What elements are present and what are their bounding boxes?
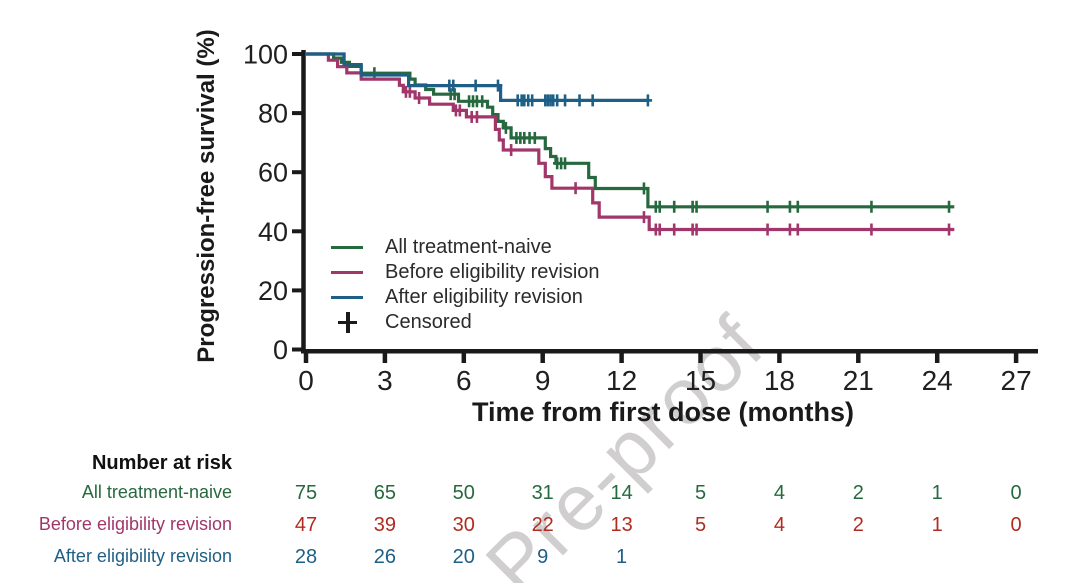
risk-cell: 5 [694,482,707,504]
legend-line-swatch [330,260,364,285]
risk-cell: 20 [452,546,475,568]
risk-cell: 9 [537,546,549,568]
legend-line-swatch [330,235,364,260]
legend-label: All treatment-naive [385,236,552,258]
risk-cell: 28 [294,546,318,568]
risk-cell: 5 [694,514,707,536]
x-tick-label: 24 [922,365,953,396]
risk-cell: 1 [931,482,943,504]
risk-table-title: Number at risk [91,452,232,474]
legend-item-after-eligibility-revision: After eligibility revision [330,285,583,310]
legend-line [331,271,363,275]
x-tick-label: 27 [1001,365,1032,396]
risk-cell: 50 [452,482,475,504]
risk-cell: 22 [531,514,554,536]
risk-cell: 4 [773,514,785,536]
risk-row-label-after-eligibility-revision: After eligibility revision [53,546,232,566]
risk-cell: 0 [1010,514,1022,536]
x-tick-label: 12 [606,365,637,396]
km-curve-after-eligibility-revision [306,52,650,102]
risk-cell: 47 [294,514,318,536]
y-tick-label: 40 [258,217,288,247]
risk-cell: 4 [773,482,785,504]
risk-cell: 2 [852,514,864,536]
x-tick-label: 18 [764,365,795,396]
risk-cell: 14 [610,482,633,504]
legend-line [331,246,363,250]
risk-row-label-all-treatment-naive: All treatment-naive [81,482,232,502]
risk-cell: 31 [531,482,554,504]
legend-item-all-treatment-naive: All treatment-naive [330,235,552,260]
legend-label: Censored [385,311,472,333]
legend-label: After eligibility revision [385,286,583,308]
legend-line-swatch [330,285,364,310]
legend-line [331,296,363,300]
risk-cell: 1 [616,546,628,568]
plus-icon [330,310,364,335]
risk-cell: 26 [373,546,397,568]
y-tick-label: 100 [243,40,288,70]
risk-cell: 2 [852,482,864,504]
risk-cell: 0 [1010,482,1022,504]
x-tick-label: 0 [298,365,314,396]
legend-item-censored: Censored [330,310,472,335]
y-tick-label: 0 [273,335,288,365]
risk-row-label-before-eligibility-revision: Before eligibility revision [38,514,232,534]
risk-cell: 30 [452,514,475,536]
x-tick-label: 21 [843,365,874,396]
legend-item-before-eligibility-revision: Before eligibility revision [330,260,600,285]
risk-cell: 39 [373,514,397,536]
x-tick-label: 9 [535,365,551,396]
x-tick-label: 3 [377,365,393,396]
risk-cell: 1 [931,514,943,536]
risk-cell: 75 [294,482,318,504]
y-tick-label: 60 [258,158,288,188]
plus-horizontal-bar [338,320,357,325]
x-tick-label: 15 [685,365,716,396]
risk-cell: 13 [610,514,633,536]
x-axis-title: Time from first dose (months) [471,397,855,427]
risk-cell: 65 [373,482,397,504]
x-tick-label: 6 [456,365,472,396]
y-tick-label: 20 [258,276,288,306]
y-tick-label: 80 [258,99,288,129]
censored-plus-icon [330,310,364,335]
legend-label: Before eligibility revision [385,261,600,283]
